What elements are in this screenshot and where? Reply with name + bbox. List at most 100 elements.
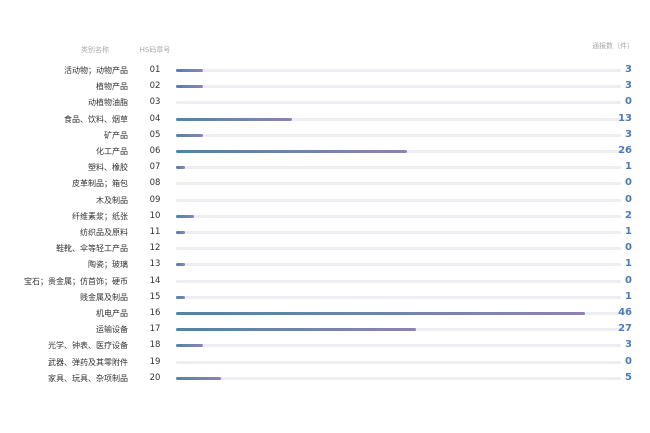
category-label: 食品、饮料、烟草 bbox=[64, 114, 128, 124]
bar bbox=[176, 150, 408, 153]
hs-code-label: 01 bbox=[149, 65, 161, 75]
category-label: 纺织品及原料 bbox=[80, 228, 128, 237]
count-label: 3 bbox=[625, 64, 632, 75]
chart-row: 食品、饮料、烟草 04 13 bbox=[0, 113, 650, 127]
category-label: 鞋靴、伞等轻工产品 bbox=[56, 244, 128, 254]
category-label: 贱金属及制品 bbox=[80, 292, 128, 302]
chart-row: 鞋靴、伞等轻工产品 12 0 bbox=[0, 242, 650, 256]
hs-code-label: 19 bbox=[149, 356, 161, 367]
count-label: 0 bbox=[625, 355, 632, 367]
chart-row: 机电产品 16 46 bbox=[0, 307, 650, 321]
category-label: 机电产品 bbox=[96, 309, 128, 318]
hs-code-label: 04 bbox=[149, 113, 161, 124]
chart-row: 武器、弹药及其零附件 19 0 bbox=[0, 356, 650, 370]
count-label: 26 bbox=[618, 145, 632, 156]
count-label: 1 bbox=[625, 258, 632, 270]
count-header: 通报数（件） bbox=[592, 42, 634, 50]
chart-row: 动植物油脂 03 0 bbox=[0, 96, 650, 110]
bar-track bbox=[176, 69, 621, 72]
bar bbox=[176, 263, 185, 267]
bar-track bbox=[176, 279, 621, 283]
chart-row: 活动物；动物产品 01 3 bbox=[0, 64, 650, 78]
category-label: 光学、钟表、医疗设备 bbox=[48, 341, 128, 351]
count-label: 3 bbox=[625, 339, 632, 351]
count-label: 3 bbox=[625, 80, 632, 92]
bar-track bbox=[176, 344, 621, 348]
category-label: 纤维素浆；纸张 bbox=[72, 211, 128, 221]
bar bbox=[176, 133, 203, 137]
chart-row: 运输设备 17 27 bbox=[0, 323, 650, 337]
hs-code-label: 07 bbox=[149, 162, 161, 173]
category-label: 家具、玩具、杂项制品 bbox=[48, 373, 128, 383]
hs-code-label: 12 bbox=[149, 243, 161, 254]
hs-code-label: 17 bbox=[149, 324, 161, 335]
category-label: 木及制品 bbox=[96, 195, 128, 205]
count-label: 27 bbox=[618, 323, 632, 335]
category-label: 塑料、橡胶 bbox=[88, 163, 128, 173]
bar-track bbox=[176, 231, 621, 234]
count-label: 13 bbox=[618, 112, 632, 124]
chart-row: 植物产品 02 3 bbox=[0, 80, 650, 94]
bar bbox=[176, 231, 185, 234]
bar-track bbox=[176, 166, 621, 170]
chart-row: 皮革制品；箱包 08 0 bbox=[0, 177, 650, 191]
bar bbox=[176, 328, 417, 332]
hs-code-label: 03 bbox=[149, 97, 161, 108]
bar-track bbox=[176, 101, 621, 105]
bar-track bbox=[176, 85, 621, 89]
hs-code-label: 13 bbox=[149, 259, 161, 270]
chart-row: 木及制品 09 0 bbox=[0, 194, 650, 208]
count-label: 0 bbox=[625, 274, 632, 286]
bar-track bbox=[176, 117, 621, 121]
count-label: 2 bbox=[625, 209, 632, 221]
bar-track bbox=[176, 295, 621, 299]
hs-code-label: 05 bbox=[149, 129, 161, 140]
count-label: 5 bbox=[625, 371, 632, 383]
category-header: 类别名称 bbox=[81, 46, 109, 54]
count-label: 0 bbox=[625, 242, 632, 254]
bar bbox=[176, 344, 203, 348]
hs-code-label: 09 bbox=[149, 194, 161, 205]
bar bbox=[176, 69, 203, 72]
bar-track bbox=[176, 198, 621, 202]
category-label: 矿产品 bbox=[104, 130, 128, 140]
count-label: 0 bbox=[625, 96, 632, 108]
hs-code-label: 18 bbox=[149, 340, 161, 351]
category-label: 运输设备 bbox=[96, 325, 128, 335]
bar-track bbox=[176, 376, 621, 380]
chart-row: 陶瓷；玻璃 13 1 bbox=[0, 258, 650, 272]
count-label: 46 bbox=[618, 307, 632, 318]
chart-row: 矿产品 05 3 bbox=[0, 129, 650, 143]
count-label: 0 bbox=[625, 193, 632, 205]
category-label: 宝石；贵金属；仿首饰；硬币 bbox=[24, 276, 128, 286]
chart-row: 宝石；贵金属；仿首饰；硬币 14 0 bbox=[0, 275, 650, 289]
category-label: 皮革制品；箱包 bbox=[72, 179, 128, 189]
bar bbox=[176, 166, 185, 170]
bar-track bbox=[176, 247, 621, 251]
hs-code-header: HS码章号 bbox=[139, 46, 171, 54]
hs-code-label: 11 bbox=[149, 227, 161, 237]
count-label: 3 bbox=[625, 128, 632, 140]
bar-track bbox=[176, 360, 621, 364]
chart-row: 家具、玩具、杂项制品 20 5 bbox=[0, 372, 650, 386]
bar bbox=[176, 312, 586, 315]
hs-code-label: 06 bbox=[149, 146, 161, 156]
bar bbox=[176, 117, 292, 121]
bar-track bbox=[176, 263, 621, 267]
chart-row: 纤维素浆；纸张 10 2 bbox=[0, 210, 650, 224]
count-label: 1 bbox=[625, 290, 632, 302]
bar-track bbox=[176, 182, 621, 186]
hs-code-label: 10 bbox=[149, 210, 161, 221]
hs-code-label: 02 bbox=[149, 81, 161, 92]
bar bbox=[176, 85, 203, 89]
category-label: 动植物油脂 bbox=[88, 98, 128, 108]
count-label: 0 bbox=[625, 177, 632, 189]
chart-row: 贱金属及制品 15 1 bbox=[0, 291, 650, 305]
hs-code-label: 16 bbox=[149, 308, 161, 318]
category-label: 植物产品 bbox=[96, 82, 128, 92]
chart-row: 塑料、橡胶 07 1 bbox=[0, 161, 650, 175]
category-label: 化工产品 bbox=[96, 147, 128, 156]
hs-code-label: 08 bbox=[149, 178, 161, 189]
bar bbox=[176, 295, 185, 299]
